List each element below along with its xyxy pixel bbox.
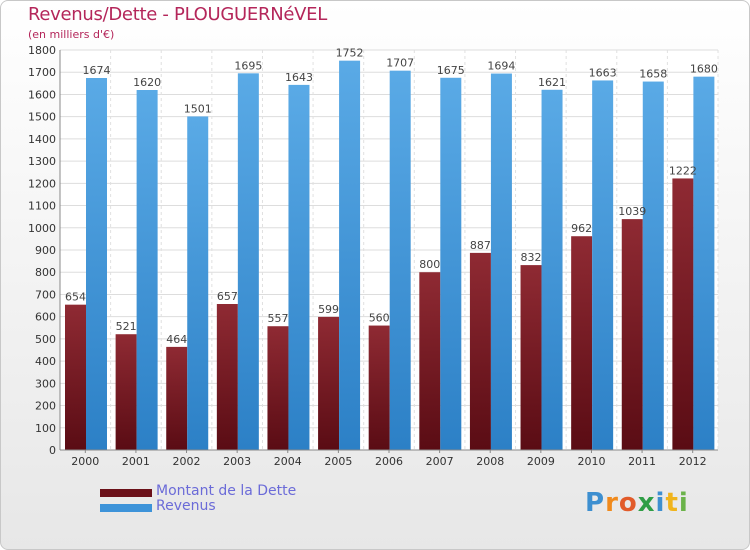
bar-dette bbox=[672, 178, 694, 450]
x-tick-label: 2008 bbox=[476, 455, 504, 468]
bar-revenus bbox=[288, 84, 310, 450]
y-tick-label: 1200 bbox=[28, 177, 56, 190]
bar-dette bbox=[621, 219, 643, 450]
data-label: 1620 bbox=[133, 76, 161, 89]
y-tick-label: 1000 bbox=[28, 222, 56, 235]
data-label: 654 bbox=[65, 291, 86, 304]
x-tick-label: 2009 bbox=[527, 455, 555, 468]
y-tick-label: 900 bbox=[35, 244, 56, 257]
x-tick-label: 2001 bbox=[122, 455, 150, 468]
bar-revenus bbox=[136, 90, 158, 450]
data-label: 1707 bbox=[386, 57, 414, 70]
data-label: 560 bbox=[369, 312, 390, 325]
y-tick-label: 1100 bbox=[28, 200, 56, 213]
bar-revenus bbox=[541, 89, 563, 451]
data-label: 1675 bbox=[437, 64, 465, 77]
y-tick-label: 700 bbox=[35, 288, 56, 301]
bar-dette bbox=[419, 272, 441, 450]
data-label: 599 bbox=[318, 303, 339, 316]
bar-dette bbox=[368, 325, 390, 450]
data-label: 1695 bbox=[234, 59, 262, 72]
y-tick-label: 100 bbox=[35, 422, 56, 435]
data-label: 1694 bbox=[487, 60, 515, 73]
bar-revenus bbox=[592, 80, 614, 450]
bar-revenus bbox=[693, 76, 715, 451]
bar-revenus bbox=[187, 116, 209, 450]
x-tick-label: 2006 bbox=[375, 455, 403, 468]
x-tick-label: 2011 bbox=[628, 455, 656, 468]
data-label: 1680 bbox=[690, 63, 718, 76]
y-tick-label: 1600 bbox=[28, 88, 56, 101]
legend-label-dette: Montant de la Dette bbox=[156, 483, 297, 499]
bar-dette bbox=[267, 326, 289, 450]
legend-swatch-dette bbox=[100, 489, 152, 497]
chart-title: Revenus/Dette - PLOUGUERNéVEL bbox=[28, 4, 327, 25]
data-label: 557 bbox=[267, 312, 288, 325]
bar-dette bbox=[166, 346, 188, 450]
x-tick-label: 2000 bbox=[71, 455, 99, 468]
y-tick-label: 1800 bbox=[28, 44, 56, 57]
bar-dette bbox=[65, 304, 86, 450]
bar-dette bbox=[115, 334, 137, 450]
x-tick-label: 2010 bbox=[577, 455, 605, 468]
y-tick-label: 1400 bbox=[28, 133, 56, 146]
data-label: 1663 bbox=[589, 66, 617, 79]
data-label: 1501 bbox=[184, 102, 212, 115]
bar-revenus bbox=[237, 73, 259, 450]
bar-dette bbox=[469, 252, 491, 450]
x-tick-label: 2004 bbox=[274, 455, 302, 468]
y-tick-label: 200 bbox=[35, 400, 56, 413]
data-label: 832 bbox=[521, 251, 542, 264]
y-tick-label: 500 bbox=[35, 333, 56, 346]
bar-revenus bbox=[440, 77, 462, 451]
x-tick-label: 2003 bbox=[223, 455, 251, 468]
proxiti-logo: Proxiti bbox=[585, 488, 689, 518]
data-label: 1039 bbox=[618, 205, 646, 218]
y-tick-label: 800 bbox=[35, 266, 56, 279]
data-label: 962 bbox=[571, 222, 592, 235]
chart-subtitle: (en milliers d'€) bbox=[28, 28, 115, 41]
bar-revenus bbox=[86, 78, 107, 450]
data-label: 887 bbox=[470, 239, 491, 252]
y-tick-label: 0 bbox=[49, 444, 56, 457]
bar-dette bbox=[520, 265, 542, 450]
data-label: 1643 bbox=[285, 71, 313, 84]
bar-dette bbox=[571, 236, 593, 450]
bar-revenus bbox=[339, 60, 361, 451]
y-tick-label: 1500 bbox=[28, 111, 56, 124]
y-tick-label: 300 bbox=[35, 377, 56, 390]
x-tick-label: 2002 bbox=[173, 455, 201, 468]
data-label: 464 bbox=[166, 333, 187, 346]
data-label: 1674 bbox=[83, 64, 111, 77]
data-label: 521 bbox=[116, 320, 137, 333]
y-tick-label: 1700 bbox=[28, 66, 56, 79]
bar-dette bbox=[318, 316, 340, 450]
bar-revenus bbox=[642, 81, 664, 451]
x-tick-label: 2005 bbox=[324, 455, 352, 468]
legend-label-revenus: Revenus bbox=[156, 498, 216, 514]
x-tick-label: 2007 bbox=[426, 455, 454, 468]
y-tick-label: 400 bbox=[35, 355, 56, 368]
data-label: 1658 bbox=[639, 68, 667, 81]
bar-revenus bbox=[389, 70, 411, 451]
data-label: 1752 bbox=[336, 47, 364, 60]
y-tick-label: 1300 bbox=[28, 155, 56, 168]
data-label: 657 bbox=[217, 290, 238, 303]
y-tick-label: 600 bbox=[35, 311, 56, 324]
data-label: 1222 bbox=[669, 164, 697, 177]
data-label: 800 bbox=[419, 258, 440, 271]
bar-dette bbox=[216, 304, 238, 450]
data-label: 1621 bbox=[538, 76, 566, 89]
x-tick-label: 2012 bbox=[679, 455, 707, 468]
bar-revenus bbox=[490, 73, 512, 451]
legend-swatch-revenus bbox=[100, 504, 152, 512]
